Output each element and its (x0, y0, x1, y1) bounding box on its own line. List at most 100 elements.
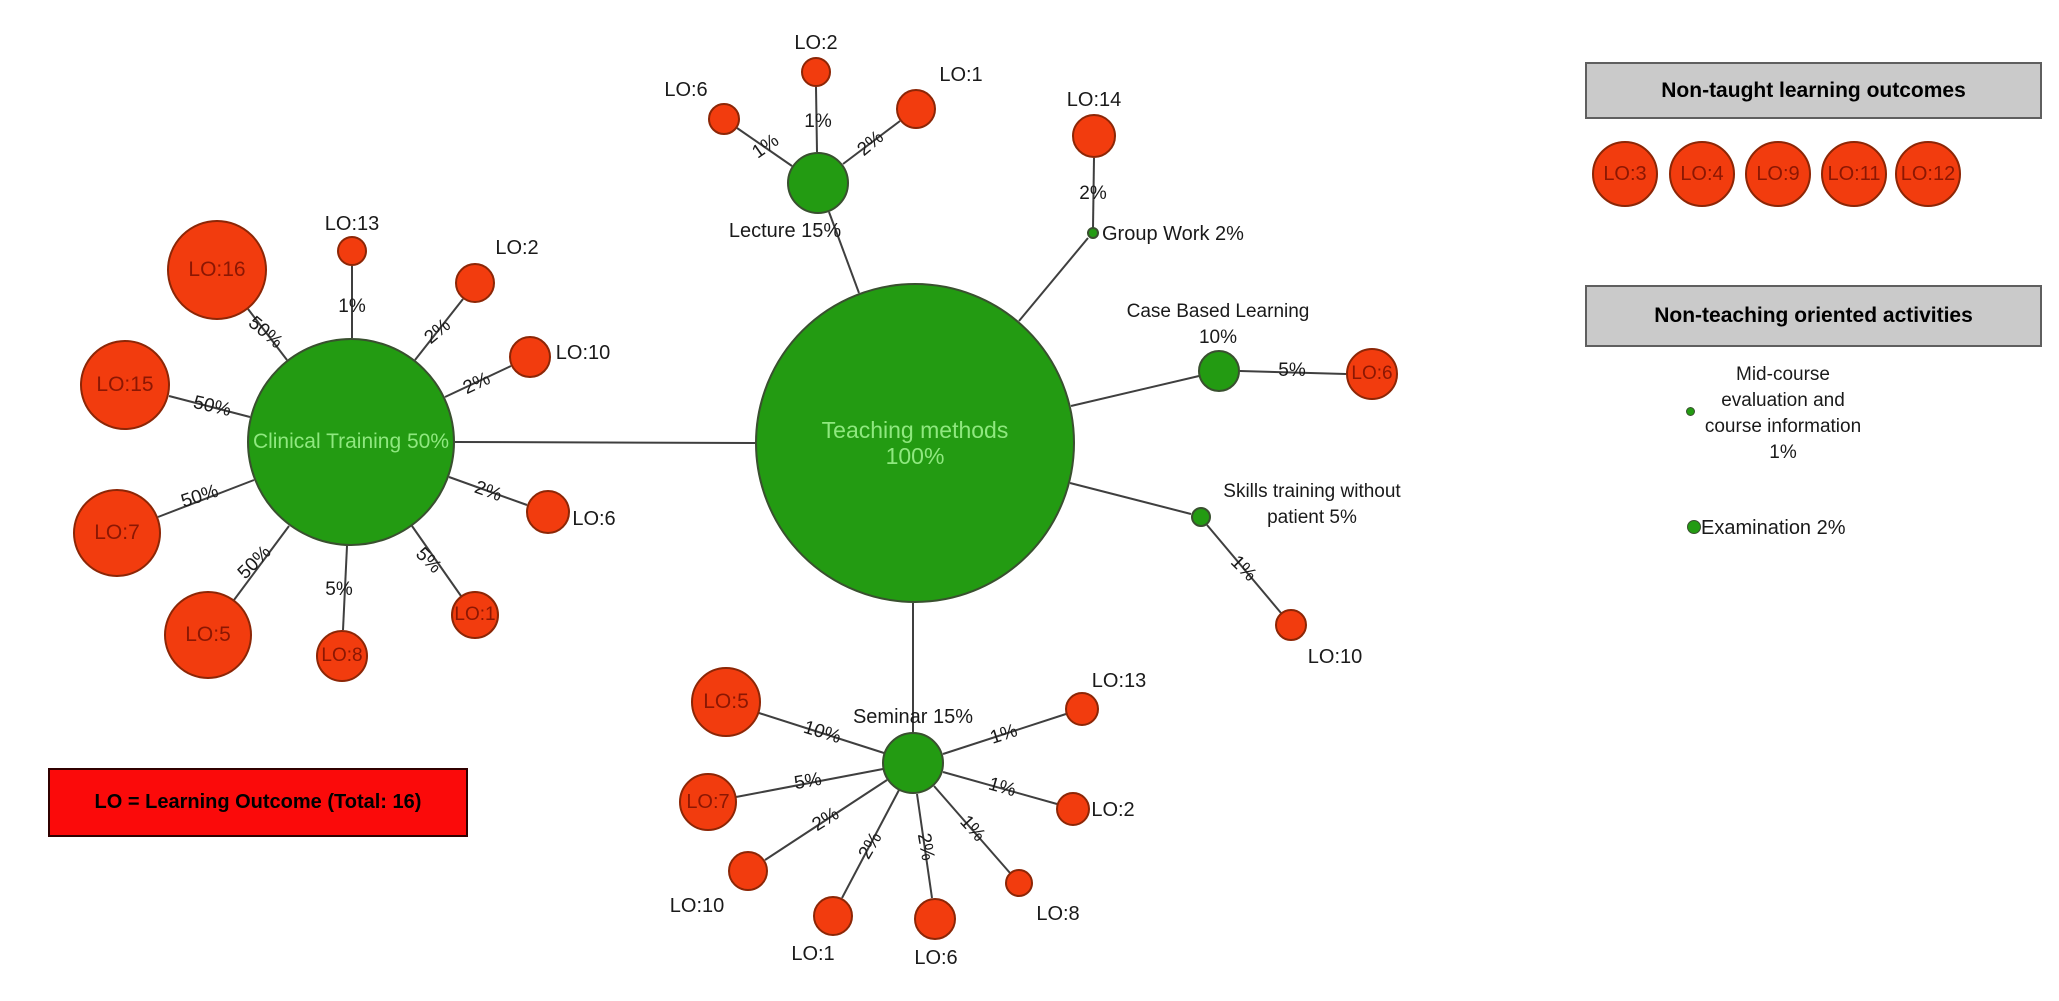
node-clinical-lo6 (526, 490, 570, 534)
node-label-clinical-lo10: LO:10 (555, 342, 611, 364)
edge-clinical-lo1 (411, 525, 462, 597)
node-casebased-lo6: LO:6 (1346, 348, 1398, 400)
edge-label-lecture-lo2: 1% (804, 111, 832, 132)
node-nontaught-lo4: LO:4 (1669, 141, 1735, 207)
node-label-skills-training: Skills training without patient 5% (1223, 481, 1401, 528)
node-nontaught-lo12: LO:12 (1895, 141, 1961, 207)
edge-label-seminar-lo6: 2% (912, 831, 939, 863)
node-seminar-lo5: LO:5 (691, 667, 761, 737)
edge-teaching-casebased (1070, 375, 1200, 407)
edge-clinical-lo10 (444, 365, 512, 398)
edge-seminar-lo2 (942, 771, 1058, 805)
node-clinical-training: Clinical Training 50% (247, 338, 455, 546)
node-clinical-lo8: LO:8 (316, 630, 368, 682)
edge-label-casebased-lo6: 5% (1278, 360, 1306, 381)
edge-seminar-lo1 (841, 789, 900, 899)
node-seminar-lo1 (813, 896, 853, 936)
node-label-seminar-lo13: LO:13 (1091, 670, 1147, 692)
node-midcourse-dot (1686, 407, 1695, 416)
edge-groupwork-lo14 (1092, 157, 1095, 229)
node-clinical-lo5: LO:5 (164, 591, 252, 679)
edge-clinical-lo15 (168, 395, 251, 418)
edge-seminar-lo13 (942, 713, 1067, 755)
edge-skills-lo10 (1206, 524, 1282, 614)
edge-clinical-lo5 (233, 525, 290, 601)
edge-lecture-lo2 (815, 86, 818, 153)
node-case-based-learning (1198, 350, 1240, 392)
node-label-lecture: Lecture 15% (728, 220, 842, 242)
node-seminar-lo7: LO:7 (679, 773, 737, 831)
node-seminar-lo13 (1065, 692, 1099, 726)
edge-clinical-lo6 (448, 476, 528, 506)
node-clinical-lo2 (455, 263, 495, 303)
node-lecture-lo2 (801, 57, 831, 87)
node-skills-training (1191, 507, 1211, 527)
edge-clinical-lo2 (414, 298, 464, 361)
panel-non-taught-header: Non-taught learning outcomes (1585, 62, 2042, 119)
edge-teaching-lecture (828, 211, 860, 294)
node-label-seminar: Seminar 15% (852, 706, 974, 728)
node-label-clinical-lo6: LO:6 (572, 508, 616, 530)
edge-clinical-lo16 (247, 308, 288, 361)
node-examination-dot (1687, 520, 1701, 534)
node-label-clinical-lo13: LO:13 (324, 213, 380, 235)
node-clinical-lo7: LO:7 (73, 489, 161, 577)
node-label-lecture-lo6: LO:6 (664, 79, 708, 101)
legend-box: LO = Learning Outcome (Total: 16) (48, 768, 468, 837)
node-label-group-work: Group Work 2% (1102, 223, 1244, 245)
node-clinical-lo15: LO:15 (80, 340, 170, 430)
node-seminar-lo10 (728, 851, 768, 891)
label-midcourse-evaluation: Mid-course evaluation and course informa… (1704, 364, 1862, 463)
node-seminar (882, 732, 944, 794)
node-lecture-lo6 (708, 103, 740, 135)
edge-teaching-groupwork (1018, 237, 1089, 322)
edge-teaching-clinical (454, 441, 756, 444)
node-label-seminar-lo8: LO:8 (1036, 903, 1080, 925)
node-clinical-lo10 (509, 336, 551, 378)
node-seminar-lo8 (1005, 869, 1033, 897)
node-label-seminar-lo10: LO:10 (669, 895, 725, 917)
node-label-seminar-lo1: LO:1 (791, 943, 835, 965)
node-clinical-lo13 (337, 236, 367, 266)
node-clinical-lo1: LO:1 (451, 591, 499, 639)
node-label-groupwork-lo14: LO:14 (1066, 89, 1122, 111)
edge-seminar-lo8 (933, 785, 1011, 874)
edge-seminar-lo10 (764, 779, 888, 861)
node-teaching-methods: Teaching methods 100% (755, 283, 1075, 603)
node-label-lecture-lo2: LO:2 (794, 32, 838, 54)
node-skills-lo10 (1275, 609, 1307, 641)
node-label-seminar-lo6: LO:6 (914, 947, 958, 969)
node-label-lecture-lo1: LO:1 (939, 64, 983, 86)
node-label-clinical-lo2: LO:2 (495, 237, 539, 259)
edge-label-seminar-lo7: 5% (792, 768, 824, 795)
node-nontaught-lo3: LO:3 (1592, 141, 1658, 207)
node-clinical-lo16: LO:16 (167, 220, 267, 320)
node-label-skills-lo10: LO:10 (1307, 646, 1363, 668)
node-groupwork-lo14 (1072, 114, 1116, 158)
node-seminar-lo6 (914, 898, 956, 940)
node-seminar-lo2 (1056, 792, 1090, 826)
edge-teaching-skills (1069, 482, 1192, 515)
node-nontaught-lo11: LO:11 (1821, 141, 1887, 207)
edge-seminar-lo6 (916, 793, 933, 899)
node-nontaught-lo9: LO:9 (1745, 141, 1811, 207)
edge-lecture-lo6 (736, 127, 793, 167)
panel-non-teaching-header: Non-teaching oriented activities (1585, 285, 2042, 347)
edge-seminar-lo7 (735, 768, 884, 798)
node-lecture-lo1 (896, 89, 936, 129)
edge-label-groupwork-lo14: 2% (1079, 183, 1107, 204)
edge-label-clinical-lo8: 5% (325, 579, 353, 600)
edge-clinical-lo8 (342, 545, 348, 631)
edge-clinical-lo7 (157, 479, 255, 518)
edge-lecture-lo1 (842, 120, 901, 165)
label-examination: Examination 2% (1701, 517, 1846, 539)
edge-label-clinical-lo13: 1% (338, 296, 366, 317)
edge-seminar-lo5 (758, 712, 885, 754)
node-label-case-based-learning: Case Based Learning 10% (1126, 301, 1310, 348)
node-lecture (787, 152, 849, 214)
node-label-seminar-lo2: LO:2 (1091, 799, 1135, 821)
node-group-work (1087, 227, 1099, 239)
edge-casebased-lo6 (1239, 370, 1347, 375)
